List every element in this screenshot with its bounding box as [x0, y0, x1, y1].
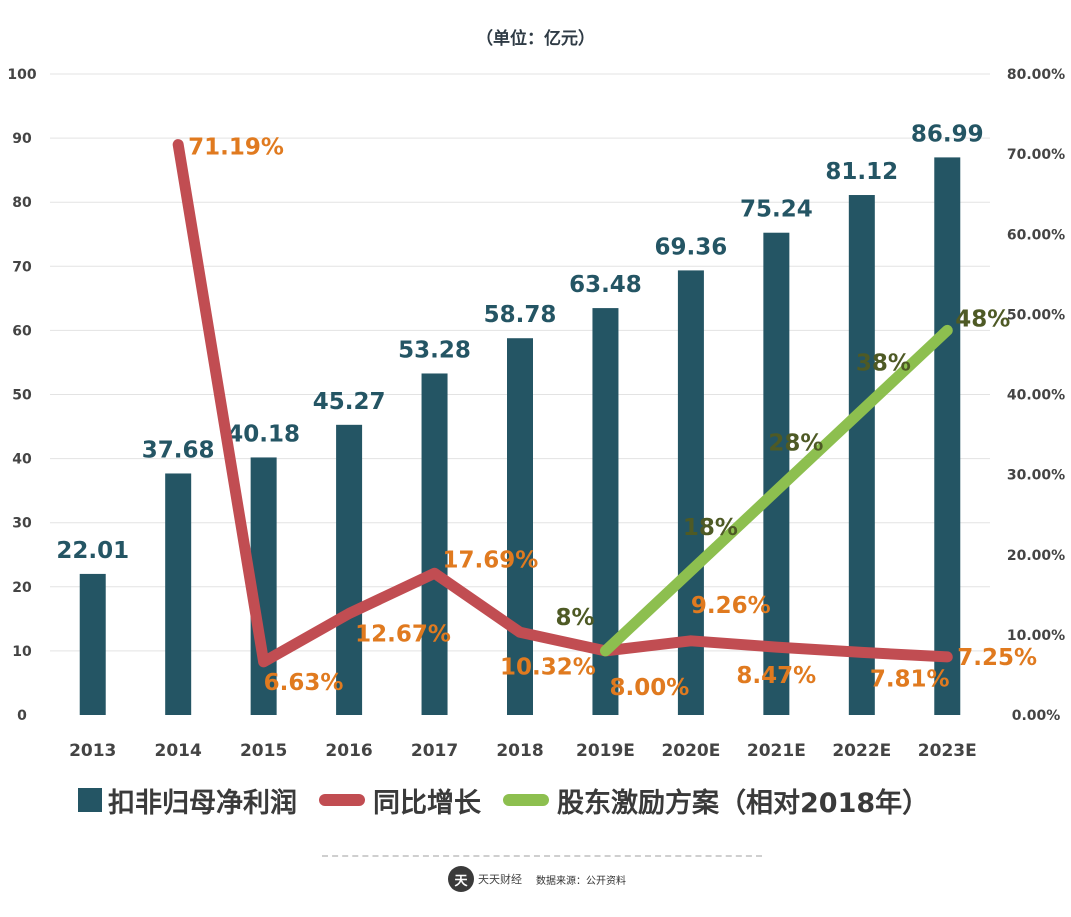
growth-value-label: 7.25% [957, 645, 1037, 671]
incentive-value-label: 28% [768, 431, 823, 457]
right-tick-label: 60.00% [1007, 227, 1065, 243]
incentive-value-label: 18% [683, 515, 738, 541]
category-label: 2016 [325, 741, 372, 761]
brand-name: 天天财经 [478, 873, 522, 886]
footer: 天 天天财经 数据来源：公开资料 [448, 866, 626, 892]
left-tick-label: 50 [12, 388, 32, 404]
left-tick-label: 70 [12, 259, 32, 275]
growth-value-label: 71.19% [188, 135, 284, 161]
line-value-labels: 71.19% 6.63% 12.67% 17.69% 10.32% 8.00% 9.26% 8… [188, 135, 1037, 701]
bar [507, 338, 533, 715]
left-tick-label: 20 [12, 580, 32, 596]
legend-bar-label: 扣非归母净利润 [108, 787, 297, 819]
growth-value-label: 8.00% [609, 675, 689, 701]
bar [677, 270, 704, 715]
bar [934, 157, 961, 715]
brand-logo-icon: 天 [448, 866, 474, 892]
footer-divider [322, 855, 762, 857]
right-tick-label: 30.00% [1007, 468, 1065, 484]
growth-line-series [172, 139, 953, 668]
legend-item-incentive[interactable]: 股东激励方案（相对2018年） [503, 781, 929, 820]
category-label: 2020E [661, 741, 720, 761]
legend-item-growth[interactable]: 同比增长 [319, 781, 481, 820]
right-tick-label: 80.00% [1007, 67, 1065, 83]
left-tick-label: 80 [12, 195, 32, 211]
bar-value-label: 63.48 [569, 272, 642, 298]
right-tick-label: 40.00% [1007, 388, 1065, 404]
data-source: 数据来源：公开资料 [536, 875, 626, 887]
left-tick-label: 100 [7, 67, 36, 83]
bar-value-label: 58.78 [484, 302, 557, 328]
category-label: 2021E [747, 741, 806, 761]
growth-value-label: 6.63% [264, 670, 344, 696]
incentive-line [599, 324, 953, 657]
unit-label: （单位：亿元） [476, 29, 595, 49]
bar-value-label: 69.36 [655, 234, 728, 260]
right-axis-ticks: 0.00% 10.00% 20.00% 30.00% 40.00% 50.00% 60.00… [1007, 67, 1065, 724]
incentive-value-label: 38% [856, 351, 911, 377]
bar [421, 373, 448, 715]
left-tick-label: 60 [12, 323, 32, 339]
right-tick-label: 70.00% [1007, 147, 1065, 163]
incentive-value-label: 8% [555, 605, 594, 631]
legend-incentive-swatch [503, 794, 549, 806]
category-label: 2023E [918, 741, 977, 761]
left-tick-label: 10 [12, 644, 32, 660]
legend-item-bars[interactable]: 扣非归母净利润 [78, 781, 297, 820]
legend-bar-swatch [78, 788, 102, 812]
category-label: 2014 [155, 741, 202, 761]
bar [336, 424, 363, 715]
right-tick-label: 0.00% [1012, 708, 1061, 724]
category-label: 2018 [496, 741, 543, 761]
bar [763, 232, 790, 715]
bar-value-label: 22.01 [56, 538, 129, 564]
growth-value-label: 7.81% [870, 666, 950, 692]
bar-value-label: 81.12 [825, 159, 898, 185]
growth-value-label: 17.69% [443, 547, 539, 573]
incentive-value-label: 48% [955, 306, 1010, 332]
category-label: 2015 [240, 741, 287, 761]
right-tick-label: 20.00% [1007, 548, 1065, 564]
growth-line [172, 139, 953, 668]
left-tick-label: 40 [12, 452, 32, 468]
incentive-line-series [599, 324, 953, 657]
bar-value-label: 75.24 [740, 197, 813, 223]
bar-value-labels: 22.01 37.68 40.18 45.27 53.28 58.78 63.48 69.36… [56, 121, 983, 564]
growth-value-label: 10.32% [500, 654, 596, 680]
left-tick-label: 90 [12, 131, 32, 147]
bar-value-label: 37.68 [142, 437, 215, 463]
right-tick-label: 10.00% [1007, 628, 1065, 644]
category-label: 2019E [576, 741, 635, 761]
category-label: 2013 [69, 741, 116, 761]
left-tick-label: 30 [12, 516, 32, 532]
bar [848, 195, 875, 715]
growth-value-label: 8.47% [736, 663, 816, 689]
category-label: 2017 [411, 741, 458, 761]
left-tick-label: 0 [17, 708, 27, 724]
bar [79, 573, 106, 715]
legend: 扣非归母净利润 同比增长 股东激励方案（相对2018年） [78, 780, 951, 820]
bar-value-label: 40.18 [227, 421, 300, 447]
bar-value-label: 45.27 [313, 389, 386, 415]
growth-value-label: 12.67% [355, 621, 451, 647]
legend-growth-label: 同比增长 [373, 787, 481, 819]
legend-incentive-label: 股东激励方案（相对2018年） [557, 787, 930, 819]
category-labels: 2013 2014 2015 2016 2017 2018 2019E 2020E 2021E 2… [69, 741, 977, 761]
right-tick-label: 50.00% [1007, 307, 1065, 323]
left-axis-ticks: 0 10 20 30 40 50 60 70 80 90 100 [7, 67, 36, 724]
bar [165, 473, 192, 715]
bar-value-label: 86.99 [911, 121, 984, 147]
bar-value-label: 53.28 [398, 337, 471, 363]
bar-series [79, 157, 961, 715]
category-label: 2022E [832, 741, 891, 761]
legend-growth-swatch [319, 794, 365, 806]
growth-value-label: 9.26% [691, 593, 771, 619]
